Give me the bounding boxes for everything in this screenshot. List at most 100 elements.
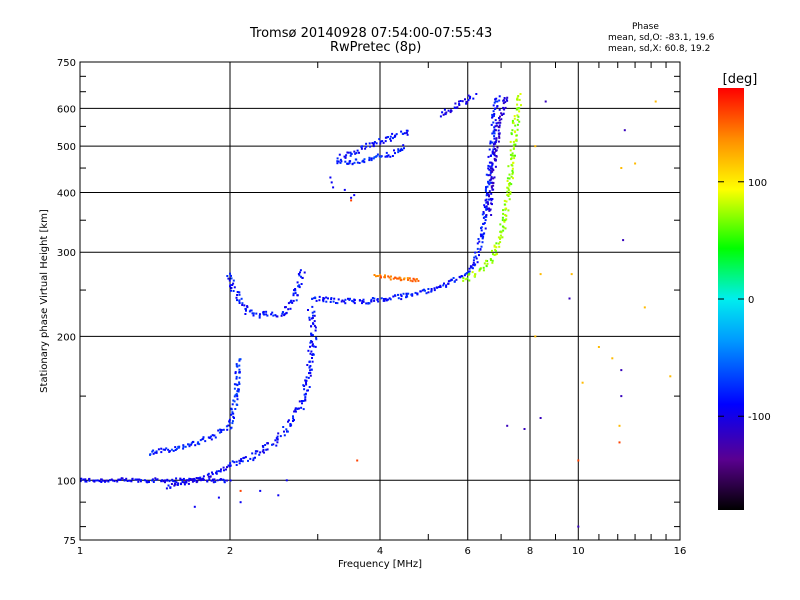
echo-point [474,251,477,254]
echo-point [493,154,496,157]
echo-point [285,479,288,482]
echo-point [401,132,404,135]
echo-point [222,466,225,469]
echo-point [310,350,313,353]
echo-point [292,417,295,420]
echo-point [489,140,492,143]
echo-point [498,99,501,102]
echo-point [338,153,341,156]
echo-point [183,483,186,486]
echo-point [453,280,456,283]
echo-point [487,203,490,206]
x-tick-label: 8 [527,546,533,557]
x-tick-label: 10 [572,546,585,557]
echo-point [406,277,409,280]
echo-point [199,439,202,442]
echo-point [400,295,403,298]
echo-point [568,297,571,300]
echo-point [293,289,295,292]
echo-point [430,288,433,290]
echo-point [297,273,300,275]
colorbar-tick-label: 100 [748,178,767,189]
echo-point [217,496,220,499]
echo-point [92,479,95,482]
echo-point [516,96,519,99]
echo-point [301,277,304,279]
echo-point [493,132,496,135]
echo-point [494,148,496,150]
echo-point [490,167,492,170]
echo-point [518,120,521,123]
echo-point [485,259,488,262]
echo-point [160,451,163,454]
echo-point [298,274,301,277]
echo-point [376,275,379,277]
echo-point [265,310,268,313]
echo-point [293,410,296,413]
echo-point [305,383,308,386]
echo-point [333,297,336,300]
echo-point [143,479,146,482]
echo-point [225,425,228,428]
echo-point [406,295,409,298]
echo-point [391,132,394,135]
echo-point [314,296,317,299]
echo-point [414,291,417,294]
echo-point [350,199,353,202]
echo-point [509,149,512,152]
echo-point [325,296,328,299]
echo-point [283,434,286,437]
echo-point [506,424,509,427]
echo-point [513,130,516,133]
echo-point [187,479,190,482]
echo-point [235,296,238,299]
echo-point [304,399,307,402]
echo-point [485,208,488,211]
echo-point [167,448,170,451]
echo-point [492,145,495,148]
echo-point [139,480,142,483]
echo-point [346,151,349,154]
echo-point [361,300,364,302]
echo-point [364,147,367,150]
echo-point [179,483,182,486]
echo-point [313,314,316,317]
echo-point [494,159,496,162]
echo-point [289,307,292,310]
echo-point [577,459,580,462]
echo-point [368,159,371,162]
echo-point [412,277,415,280]
echo-point [254,450,257,453]
echo-point [392,277,395,280]
echo-point [375,142,378,145]
echo-point [503,203,506,206]
echo-point [353,298,356,301]
echo-point [238,368,241,371]
echo-point [164,479,167,482]
echo-point [174,483,177,486]
echo-point [492,253,494,256]
echo-point [177,482,180,485]
echo-point [156,478,159,481]
echo-point [466,101,469,104]
echo-point [347,162,350,165]
echo-point [389,155,392,158]
echo-point [483,262,486,265]
echo-point [302,400,305,402]
echo-point [503,97,506,99]
echo-point [467,99,470,102]
echo-point [492,177,495,180]
echo-point [312,322,314,325]
echo-point [225,468,227,471]
echo-point [289,423,292,425]
echo-point [384,140,387,143]
echo-point [199,476,202,479]
echo-point [503,219,505,222]
echo-point [312,353,315,356]
echo-point [259,451,262,454]
echo-point [155,450,158,453]
echo-point [230,407,233,410]
echo-point [496,100,499,103]
echo-point [154,477,157,480]
echo-point [492,143,495,146]
